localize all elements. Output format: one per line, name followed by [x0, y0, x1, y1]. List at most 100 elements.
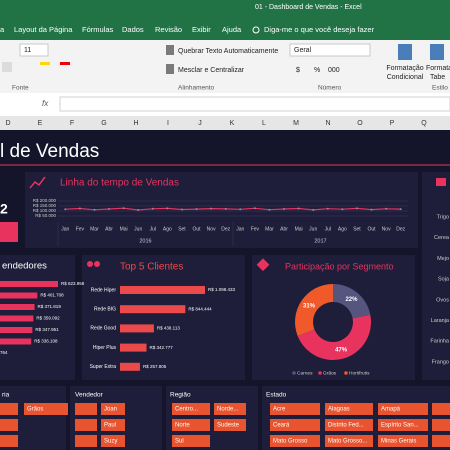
slicer-button[interactable]: [75, 435, 97, 447]
wrap-text[interactable]: Quebrar Texto Automaticamente: [178, 48, 278, 55]
column-header[interactable]: D: [5, 120, 10, 127]
ribbon-tab[interactable]: Fórmulas: [82, 25, 114, 34]
slicer-button[interactable]: [101, 435, 125, 447]
slicer-button[interactable]: [325, 403, 373, 415]
number-symbol[interactable]: %: [314, 67, 320, 74]
slicer-button[interactable]: [172, 419, 210, 431]
font-size-box[interactable]: [19, 43, 49, 57]
conditional-icon[interactable]: [398, 44, 412, 60]
tell-me[interactable]: Diga-me o que você deseja fazer: [264, 25, 375, 34]
highlight-button[interactable]: [40, 62, 50, 65]
slicer-button[interactable]: [24, 403, 68, 415]
slicer-item[interactable]: Norte: [175, 423, 190, 429]
slicer-button[interactable]: [325, 435, 373, 447]
x-tick-label: Abr: [280, 226, 288, 232]
slicer-button[interactable]: [214, 403, 246, 415]
slicer-button[interactable]: [378, 435, 428, 447]
slicer-button[interactable]: [0, 419, 18, 431]
slicer-item[interactable]: Amapá: [381, 407, 401, 413]
number-format[interactable]: Geral: [294, 47, 312, 54]
slicer-button[interactable]: [378, 403, 428, 415]
column-header[interactable]: N: [325, 120, 330, 127]
format-table[interactable]: Tabe: [430, 74, 445, 81]
ribbon-tab[interactable]: Exibir: [192, 25, 211, 34]
slicer-button[interactable]: [101, 419, 125, 431]
formula-input[interactable]: [59, 96, 450, 112]
merge-center[interactable]: Mesclar e Centralizar: [178, 67, 245, 74]
slicer-item[interactable]: Ceará: [273, 423, 290, 429]
number-format-box[interactable]: [289, 43, 371, 57]
kpi-bar: [0, 222, 18, 242]
slicer-item[interactable]: Acre: [273, 407, 286, 413]
font-color-button[interactable]: [60, 62, 70, 65]
column-header[interactable]: H: [133, 120, 138, 127]
slicer-button[interactable]: [432, 403, 450, 415]
slicer-item[interactable]: Minas Gerais: [381, 439, 416, 445]
format-table[interactable]: Formata: [426, 65, 450, 72]
slicer-button[interactable]: [270, 419, 320, 431]
slicer-button[interactable]: [0, 435, 18, 447]
slicer-button[interactable]: [75, 403, 97, 415]
column-header[interactable]: P: [390, 120, 395, 127]
ribbon-tab[interactable]: Dados: [122, 25, 144, 34]
slicer-item[interactable]: Norde...: [217, 407, 239, 413]
slicer-item[interactable]: Joan: [104, 407, 117, 413]
slicer-item[interactable]: Centro...: [175, 407, 198, 413]
x-tick-label: Jun: [309, 226, 317, 232]
slicer-button[interactable]: [172, 403, 210, 415]
slicer-button[interactable]: [270, 403, 320, 415]
slicer-button[interactable]: [378, 419, 428, 431]
column-header[interactable]: E: [38, 120, 43, 127]
merge-icon: [166, 64, 174, 74]
slicer-item[interactable]: Sul: [175, 439, 184, 445]
lightbulb-icon: [252, 26, 260, 34]
bar: [120, 324, 154, 333]
column-header[interactable]: K: [230, 120, 235, 127]
column-header[interactable]: L: [262, 120, 266, 127]
column-header[interactable]: F: [70, 120, 74, 127]
number-symbol[interactable]: $: [296, 67, 300, 74]
column-header[interactable]: G: [101, 120, 106, 127]
point: [370, 208, 373, 211]
slicer-item[interactable]: Mato Grosso...: [328, 439, 368, 445]
ribbon-tab[interactable]: Revisão: [155, 25, 182, 34]
slicer-button[interactable]: [270, 435, 320, 447]
column-header[interactable]: Q: [421, 120, 427, 127]
column-header[interactable]: J: [198, 120, 202, 127]
slicer-button[interactable]: [0, 403, 18, 415]
slicer-button[interactable]: [432, 419, 450, 431]
column-header[interactable]: I: [167, 120, 169, 127]
point: [224, 207, 227, 210]
ribbon-tab[interactable]: Layout da Página: [14, 25, 73, 34]
number-symbol[interactable]: 000: [328, 67, 340, 74]
bar: [120, 305, 186, 314]
x-tick-label: Set: [178, 226, 186, 232]
slicer-item[interactable]: Paul: [104, 423, 116, 429]
ribbon-tab[interactable]: a: [0, 25, 5, 34]
slicer-item[interactable]: Alagoas: [328, 407, 350, 413]
column-header[interactable]: M: [293, 120, 299, 127]
conditional[interactable]: Formatação: [386, 65, 423, 72]
slicer-item[interactable]: Sudeste: [217, 423, 240, 429]
slicer-item[interactable]: Espírito San...: [381, 423, 419, 429]
column-header[interactable]: O: [357, 120, 363, 127]
slicer-button[interactable]: [101, 403, 125, 415]
bold-button[interactable]: [2, 62, 12, 72]
legend-dot: [292, 371, 296, 375]
slicer-button[interactable]: [172, 435, 210, 447]
slicer-item[interactable]: Mato Grosso: [273, 439, 308, 445]
slicer-item[interactable]: Suzy: [104, 439, 117, 445]
slicer-button[interactable]: [325, 419, 373, 431]
conditional[interactable]: Condicional: [387, 74, 424, 81]
slicer-button[interactable]: [432, 435, 450, 447]
table-icon[interactable]: [430, 44, 444, 60]
fx[interactable]: fx: [42, 99, 49, 108]
font-size[interactable]: 11: [24, 47, 31, 54]
value-label: 31%: [303, 303, 316, 309]
slicer-item[interactable]: Grãos: [27, 407, 43, 413]
ribbon-tab[interactable]: Ajuda: [222, 25, 242, 34]
slicer-button[interactable]: [75, 419, 97, 431]
slicer-item[interactable]: Distrito Fed...: [328, 423, 364, 429]
slicer-title: Estado: [266, 392, 287, 399]
slicer-button[interactable]: [214, 419, 246, 431]
